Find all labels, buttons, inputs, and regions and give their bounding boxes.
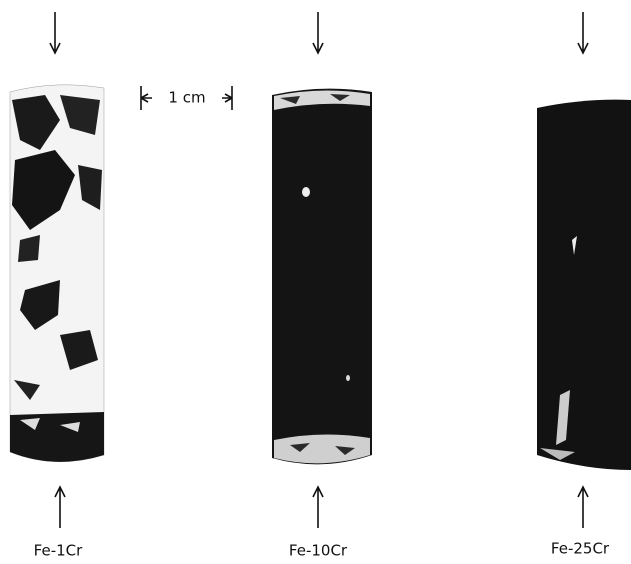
specimen-label: Fe-25Cr: [551, 540, 610, 558]
scale-label: 1 cm: [168, 89, 205, 107]
top-arrows: [49, 12, 589, 55]
bottom-arrows: [54, 485, 589, 528]
specimen-fe10cr: [272, 88, 372, 465]
specimen-label: Fe-10Cr: [289, 542, 348, 560]
specimen-fe25cr: [537, 99, 631, 471]
scale-bar: 1 cm: [140, 86, 233, 110]
specimen-label: Fe-1Cr: [34, 542, 83, 560]
specimen-fe1cr: [9, 84, 105, 462]
